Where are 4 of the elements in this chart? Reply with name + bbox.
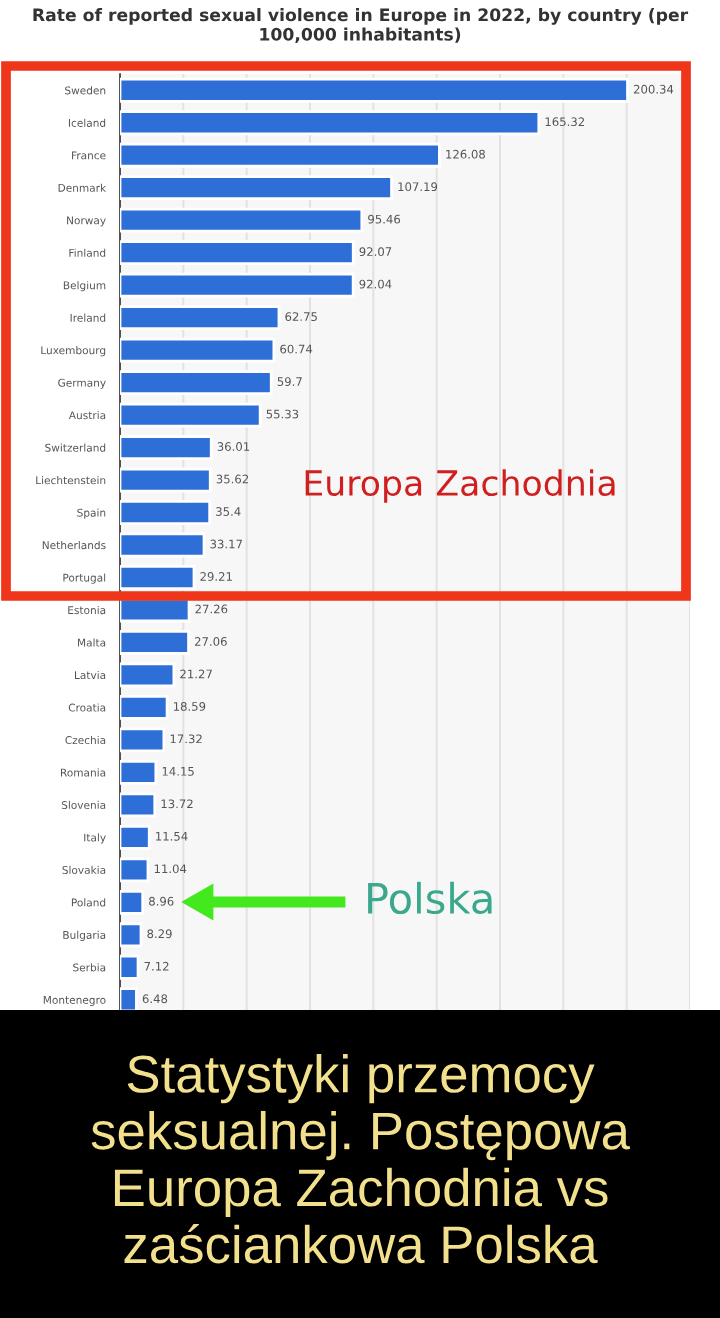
chart-title: Rate of reported sexual violence in Europe in 2022, by country (per 100,000 inhabitants): [33, 8, 689, 43]
text: Statystyki przemocy seksualnej. Postępowa Europa Zachodnia vs zaściankowa Polska: [91, 1054, 630, 1264]
annotation: Europa Zachodnia: [305, 469, 615, 503]
annotation: Polska: [368, 881, 492, 915]
